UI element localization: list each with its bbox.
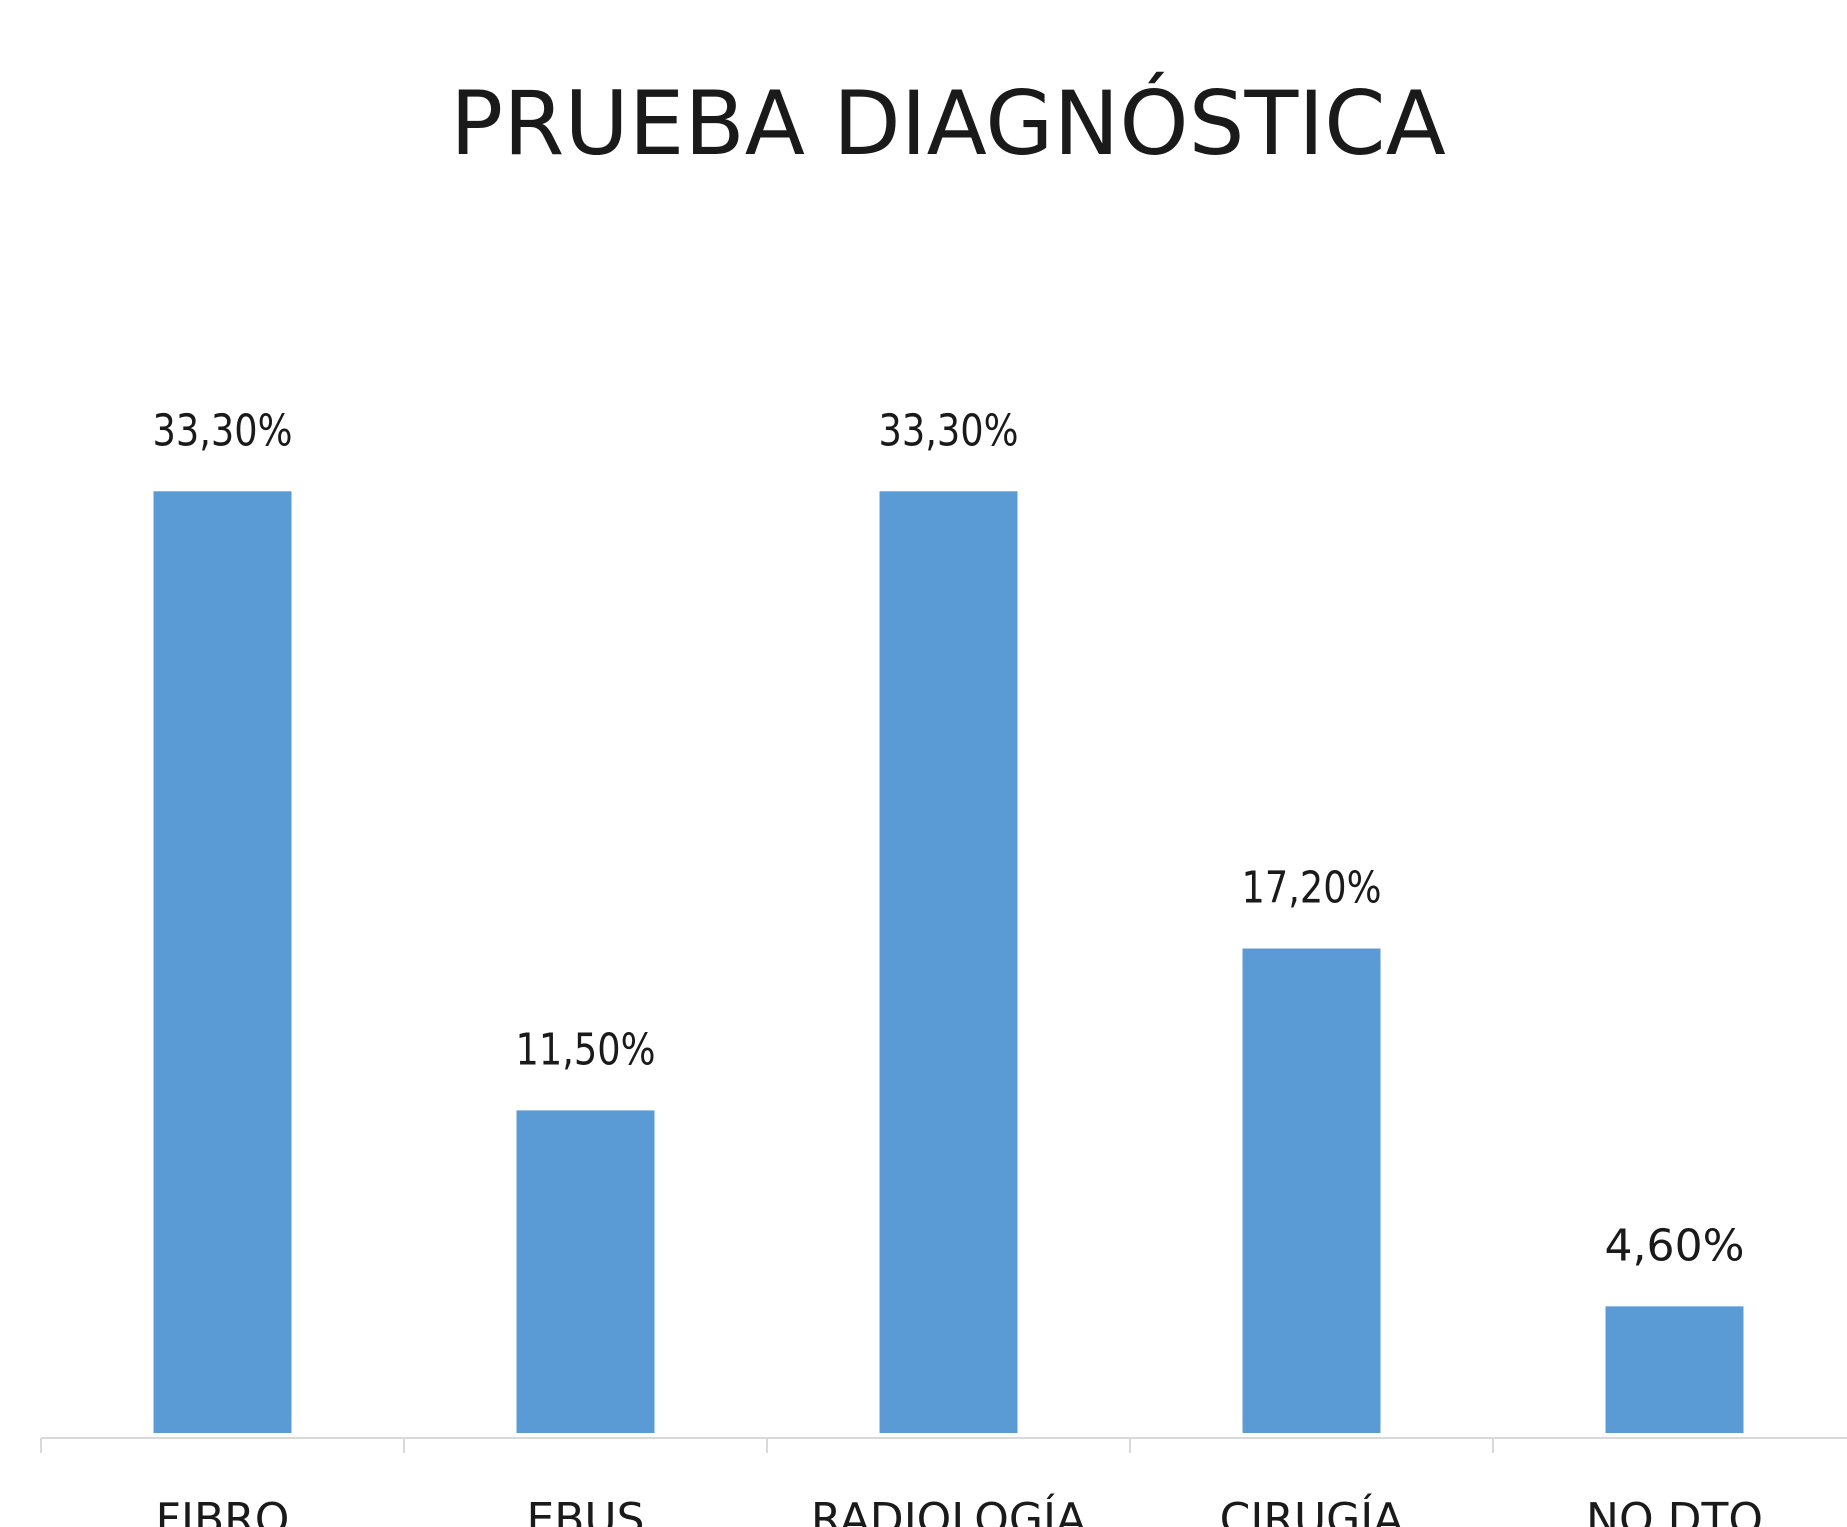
bar: [875, 487, 1022, 1437]
bar: [149, 487, 296, 1437]
x-tick-label: NO DTO: [1586, 1494, 1763, 1527]
value-label: 33,30%: [153, 405, 293, 456]
value-label: 11,50%: [516, 1024, 656, 1075]
bar: [1601, 1302, 1748, 1437]
x-tick-label: EBUS: [526, 1494, 644, 1527]
bar: [1238, 944, 1385, 1438]
chart-title: PRUEBA DIAGNÓSTICA: [450, 72, 1446, 175]
value-label: 33,30%: [879, 405, 1019, 456]
x-tick-label: RADIOLOGÍA: [811, 1492, 1086, 1527]
value-label: 4,60%: [1605, 1220, 1745, 1271]
x-tick-label: FIBRO: [156, 1494, 290, 1527]
x-tick-label: CIRUGÍA: [1220, 1492, 1404, 1527]
bar: [512, 1106, 659, 1438]
value-label: 17,20%: [1242, 863, 1382, 914]
